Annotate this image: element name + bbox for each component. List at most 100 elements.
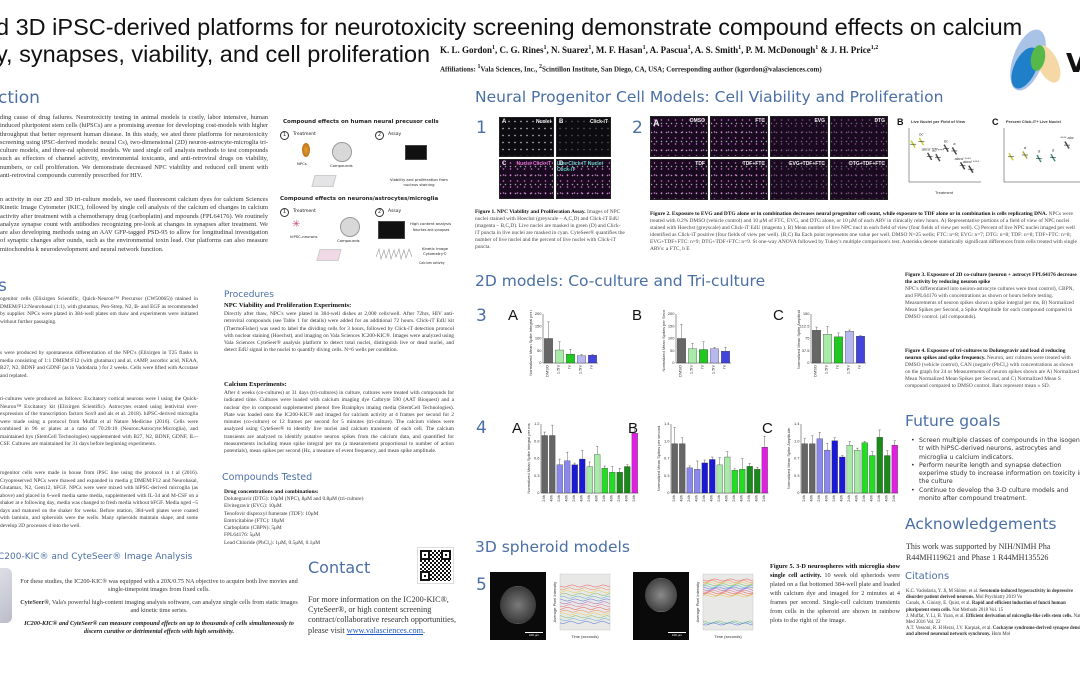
website-link[interactable]: www.valasciences.com <box>346 625 423 635</box>
schematic-figure: Compound effects on human neural precuso… <box>280 115 452 280</box>
svg-text:24h: 24h <box>876 495 881 502</box>
svg-text:48h: 48h <box>693 495 698 502</box>
acknowledgements-text: This work was supported by NIH/NIMH Pha … <box>906 542 1051 562</box>
svg-text:24h: 24h <box>556 495 561 502</box>
panel-label: Click-iT <box>589 119 608 125</box>
svg-text:DMSO: DMSO <box>813 365 818 377</box>
panel-label: Nuclei Click-iT <box>516 161 551 167</box>
fig5-caption-body: 10 week old spheriods were plated on a f… <box>770 572 901 624</box>
spheroid-section-heading: 3D spheroid models <box>475 538 630 556</box>
affil-sup: 2 <box>539 64 542 70</box>
compound-item: Carboplatin (CBPN): 5μM <box>224 525 282 532</box>
svg-text:0: 0 <box>667 490 670 495</box>
svg-text:V: V <box>1066 49 1080 79</box>
figure-4-number: 4 <box>476 418 487 438</box>
svg-text:C: C <box>992 117 999 127</box>
panel-label: FTC <box>755 118 765 124</box>
author-sup: 1,2 <box>870 45 879 51</box>
fig2-caption-title: Figure 2. Exposure to EVG and DTG alone … <box>650 211 1048 217</box>
svg-text:1.4: 1.4 <box>794 421 800 426</box>
figure-4-caption: Figure 4. Exposure of tri-cultures to Do… <box>905 348 1080 390</box>
ic200-line-1: For these studies, the IC200-KIC® was eq… <box>20 578 298 593</box>
author: K. L. Gordon <box>440 45 493 55</box>
compounds-dish-icon <box>332 142 352 162</box>
vala-logo: V <box>1000 20 1080 95</box>
neurons-label: hiPSC-neurons <box>290 234 318 239</box>
citation-journal: Nat Methods 2018 Vol. 15 <box>952 607 1003 613</box>
svg-text:Average Pixel Intensity: Average Pixel Intensity <box>695 582 700 623</box>
kic-sublabel: Calcium activity <box>419 261 445 265</box>
hca-sublabel: Neurites and synapses <box>413 228 450 232</box>
svg-text:48h: 48h <box>548 495 553 502</box>
step-1-label: Treatment <box>293 209 316 214</box>
svg-text:48h: 48h <box>608 495 613 502</box>
svg-text:24h: 24h <box>671 495 676 502</box>
fig4-panel-b-letter: B <box>628 420 639 437</box>
step-1-circle: 1 <box>280 131 289 140</box>
svg-text:24h: 24h <box>586 495 591 502</box>
panel-label: TDF+FTC <box>742 161 765 167</box>
ic200-heading: C200-KIC® and CyteSeer® Image Analysis <box>0 552 193 562</box>
svg-text:48h: 48h <box>678 495 683 502</box>
compound-item: Lead Chloride (PbCl₂): 1μM, 0.5μM, 0.1μM <box>224 539 321 546</box>
svg-text:48h: 48h <box>868 495 873 502</box>
panel-label: EVG <box>814 118 825 124</box>
svg-text:50: 50 <box>537 348 542 353</box>
fig1-caption-title: Figure 1. NPC Viability and Proliferatio… <box>475 209 586 215</box>
figure-3-number: 3 <box>476 306 487 326</box>
svg-text:B: B <box>897 117 904 127</box>
panel-letter: D <box>559 161 564 167</box>
panel-label: Nuclei <box>535 119 551 125</box>
svg-text:37.5: 37.5 <box>802 348 811 353</box>
svg-text:hr: hr <box>700 364 705 368</box>
svg-text:**** abc: **** abc <box>1060 135 1074 140</box>
author: M. F. Hasan <box>595 45 643 55</box>
fig4-caption-title: Figure 4. Exposure of tri-cultures to Do… <box>905 348 1066 361</box>
svg-text:48h: 48h <box>623 495 628 502</box>
qr-code[interactable] <box>417 547 454 584</box>
svg-text:Normalized Mean Spike Integral: Normalized Mean Spike Integral per msec <box>528 310 533 376</box>
fig2-panel-dtg-tdf-ftc: DTG+TDF+FTC <box>830 159 888 200</box>
methods-para-2: s were produced by spontaneous different… <box>0 350 198 379</box>
compound-item: Tenofovir disproxyl fumerate (TDF): 10μM <box>224 510 319 517</box>
svg-text:48h: 48h <box>738 495 743 502</box>
svg-text:48h: 48h <box>708 495 713 502</box>
citations-list: K.C. Vadodaria, Y. Ji, M Skime, et al. S… <box>906 589 1080 639</box>
svg-text:24h: 24h <box>846 495 851 502</box>
poster-title-line2: y, synapses, viability, and cell prolife… <box>0 41 431 67</box>
compounds-label: Compounds <box>337 238 360 243</box>
citation-title: Rapid and efficient induction of functi … <box>906 601 1066 613</box>
panel-label: DTG+TDF+FTC <box>849 161 885 167</box>
svg-text:1.2: 1.2 <box>534 421 540 426</box>
spheroid-shape <box>645 578 677 612</box>
svg-text:1.4: 1.4 <box>664 421 670 426</box>
svg-text:hr: hr <box>589 364 594 368</box>
citation-title: Efficient derivation of microglia-like c… <box>965 613 1073 619</box>
citation-item: K.C. Vadodaria, Y. Ji, M Skime, et al. S… <box>906 589 1080 601</box>
svg-text:50: 50 <box>670 348 675 353</box>
poster-title: d 3D iPSC-derived platforms for neurotox… <box>0 14 1022 68</box>
fig2-panel-evg: EVG <box>770 116 828 157</box>
svg-text:0.3: 0.3 <box>664 473 670 478</box>
step-2-circle: 2 <box>375 208 384 217</box>
svg-text:24h: 24h <box>686 495 691 502</box>
npc-cell-icon <box>302 143 310 157</box>
svg-text:0.7: 0.7 <box>664 456 670 461</box>
fig3-caption-body: NPC's differentiated into neuron-astrocy… <box>905 286 1074 320</box>
svg-text:Normalized Mean Spikes per Sec: Normalized Mean Spikes per Second <box>661 310 666 372</box>
panel-letter: A <box>502 119 507 125</box>
author-sup: 1 <box>687 45 691 51</box>
svg-text:d: d <box>1052 148 1055 153</box>
fig3a-bar-chart: Normalized Mean Spike Integral per msec 0… <box>528 310 598 377</box>
fig3-panel-b-letter: B <box>632 307 643 324</box>
svg-text:hr: hr <box>567 364 572 368</box>
svg-text:24h: 24h <box>601 495 606 502</box>
compound-item: Dolutegravir (DTG): 10μM (NPC), 8μM and … <box>224 496 364 502</box>
introduction-heading: ction <box>0 88 40 108</box>
panel-label: Live Click-iT Nuclei Click-iT <box>557 161 603 173</box>
svg-text:ad ****: ad **** <box>932 148 944 153</box>
citation-title: Serotonin-induced hyperactivity in depre… <box>906 589 1074 601</box>
svg-text:24h: 24h <box>861 495 866 502</box>
fig2c-scatter-chart: C Percent Click-iT+ Live Nuclei d d d **** … <box>992 117 1080 183</box>
contact-heading: Contact <box>308 558 371 577</box>
